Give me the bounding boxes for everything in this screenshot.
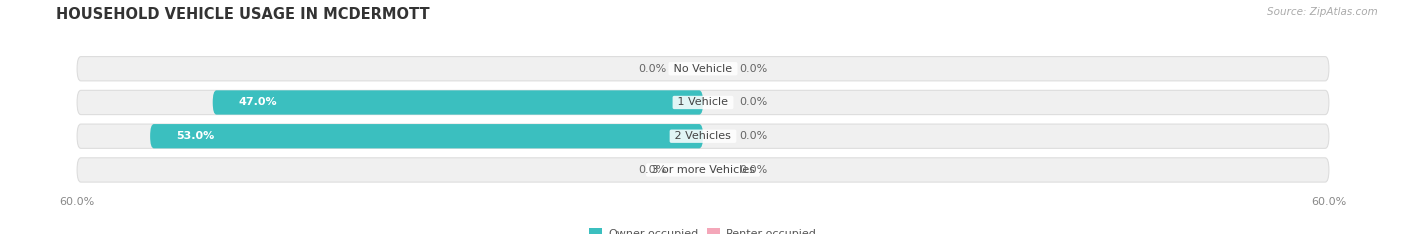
Text: 1 Vehicle: 1 Vehicle — [675, 98, 731, 107]
Text: No Vehicle: No Vehicle — [671, 64, 735, 74]
FancyBboxPatch shape — [212, 90, 703, 115]
Text: 47.0%: 47.0% — [239, 98, 277, 107]
Text: 2 Vehicles: 2 Vehicles — [671, 131, 735, 141]
Text: 0.0%: 0.0% — [638, 165, 666, 175]
Text: 0.0%: 0.0% — [740, 131, 768, 141]
Text: Source: ZipAtlas.com: Source: ZipAtlas.com — [1267, 7, 1378, 17]
Text: 0.0%: 0.0% — [740, 165, 768, 175]
Text: 0.0%: 0.0% — [740, 64, 768, 74]
Text: 53.0%: 53.0% — [176, 131, 215, 141]
FancyBboxPatch shape — [77, 90, 1329, 115]
Legend: Owner-occupied, Renter-occupied: Owner-occupied, Renter-occupied — [585, 223, 821, 234]
Text: 3 or more Vehicles: 3 or more Vehicles — [648, 165, 758, 175]
FancyBboxPatch shape — [150, 124, 703, 148]
FancyBboxPatch shape — [77, 124, 1329, 148]
Text: 0.0%: 0.0% — [740, 98, 768, 107]
FancyBboxPatch shape — [77, 158, 1329, 182]
Text: HOUSEHOLD VEHICLE USAGE IN MCDERMOTT: HOUSEHOLD VEHICLE USAGE IN MCDERMOTT — [56, 7, 430, 22]
FancyBboxPatch shape — [77, 57, 1329, 81]
Text: 0.0%: 0.0% — [638, 64, 666, 74]
